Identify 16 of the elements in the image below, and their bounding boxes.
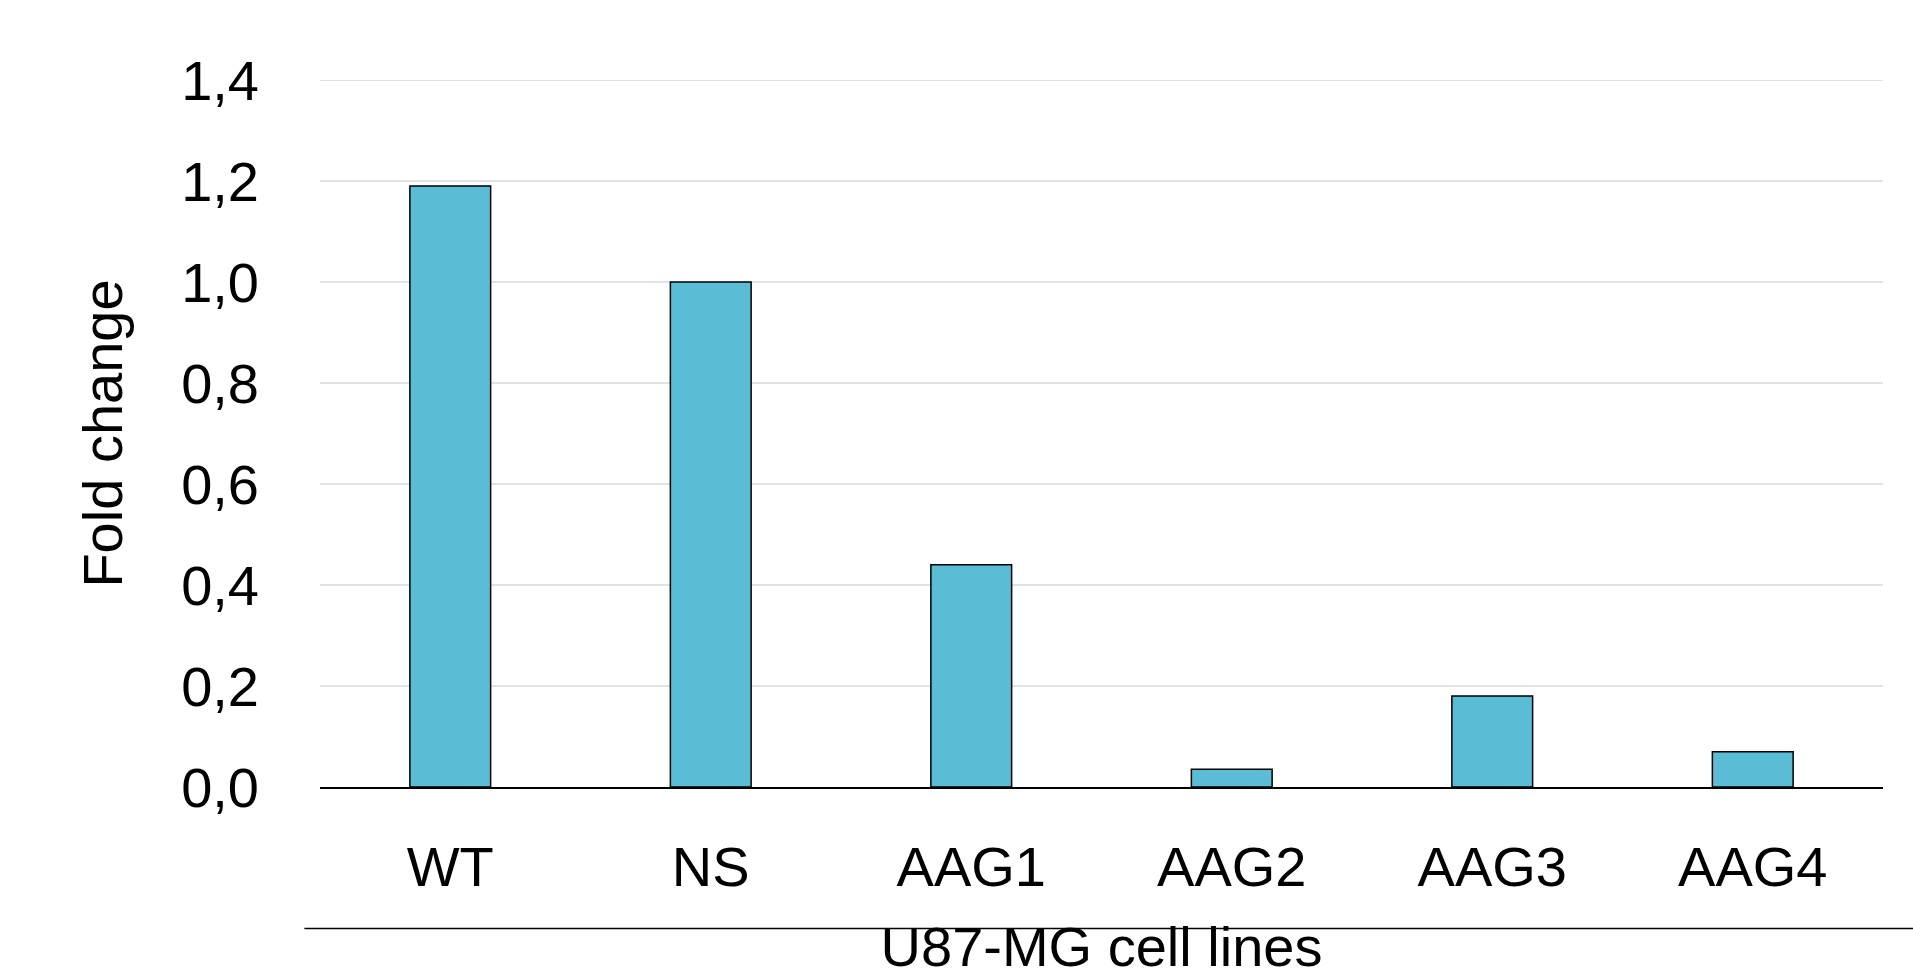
y-tick-label: 1,2: [181, 149, 259, 213]
x-tick-label: NS: [671, 834, 750, 898]
y-tick-label: 0,6: [181, 452, 259, 516]
y-axis-title: Fold change: [71, 279, 135, 588]
y-tick-label: 1,4: [181, 48, 259, 112]
x-tick-label: AAG1: [896, 834, 1046, 898]
x-tick-label: WT: [406, 834, 494, 898]
x-tick-label: AAG2: [1157, 834, 1307, 898]
y-tick-label: 0,8: [181, 351, 259, 415]
x-tick-label: AAG3: [1417, 834, 1567, 898]
y-tick-label: 1,0: [181, 250, 259, 314]
x-axis-title: U87-MG cell lines: [880, 915, 1323, 979]
y-tick-label: 0,0: [181, 755, 259, 819]
y-tick-label: 0,4: [181, 553, 259, 617]
y-tick-label: 0,2: [181, 654, 259, 718]
x-tick-label: AAG4: [1678, 834, 1828, 898]
